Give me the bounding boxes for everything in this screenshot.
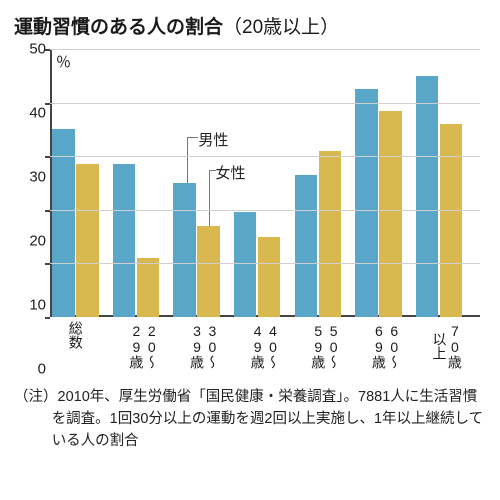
bar-male [113,164,135,317]
y-tick-label: 10 [18,297,46,314]
plot-area: 男性女性 [50,49,480,317]
bar-female [258,237,280,317]
x-axis-label: 40〜49歳 [249,321,280,371]
bar-female [76,164,98,317]
gridline [50,210,480,211]
bar-male [295,175,317,317]
bar-female [319,151,341,317]
gridline [50,156,480,157]
gridline [50,263,480,264]
x-axis-label: 20〜29歳 [128,321,159,371]
chart-title: 運動習慣のある人の割合（20歳以上） [14,12,486,39]
bar-female [137,258,159,317]
y-tick-mark [45,156,50,158]
x-axis-label: 30〜39歳 [189,321,220,371]
x-axis-label: 50〜59歳 [310,321,341,371]
bar-male [234,212,256,317]
bar-male [416,76,438,317]
x-axis-label: 60〜69歳 [371,321,402,371]
y-tick-label: 20 [18,233,46,250]
legend-connector [209,170,210,226]
y-tick-label: 0 [18,361,46,378]
y-tick-mark [45,317,50,319]
bar-male [355,89,377,317]
bar-female [197,226,219,317]
y-tick-label: 40 [18,105,46,122]
legend-connector [209,170,216,171]
chart-area: ％ 男性女性 総数20〜29歳30〜39歳40〜49歳50〜59歳60〜69歳7… [14,47,486,367]
bar-male [52,129,74,317]
bars-layer [50,49,480,317]
title-main: 運動習慣のある人の割合 [14,17,223,38]
gridline [50,49,480,50]
legend-connector [187,137,199,138]
gridline [50,103,480,104]
footnote: （注）2010年、厚生労働省「国民健康・栄養調査」。7881人に生活習慣を調査。… [14,387,486,452]
bar-male [173,183,195,317]
x-axis-label: 70歳以上 [431,321,462,371]
x-axis-label: 総数 [67,321,82,349]
y-tick-mark [45,210,50,212]
bar-female [379,111,401,317]
title-sub: （20歳以上） [223,17,339,38]
legend-connector [187,137,188,183]
x-axis-labels: 総数 20〜29歳 30〜39歳 40〜49歳 50〜59歳 60〜69歳 70歳以上 [50,321,480,371]
y-tick-label: 30 [18,169,46,186]
bar-female [440,124,462,317]
legend-male-label: 男性 [198,129,228,150]
legend-female-label: 女性 [216,162,246,183]
y-tick-mark [45,263,50,265]
y-tick-label: 50 [18,41,46,58]
